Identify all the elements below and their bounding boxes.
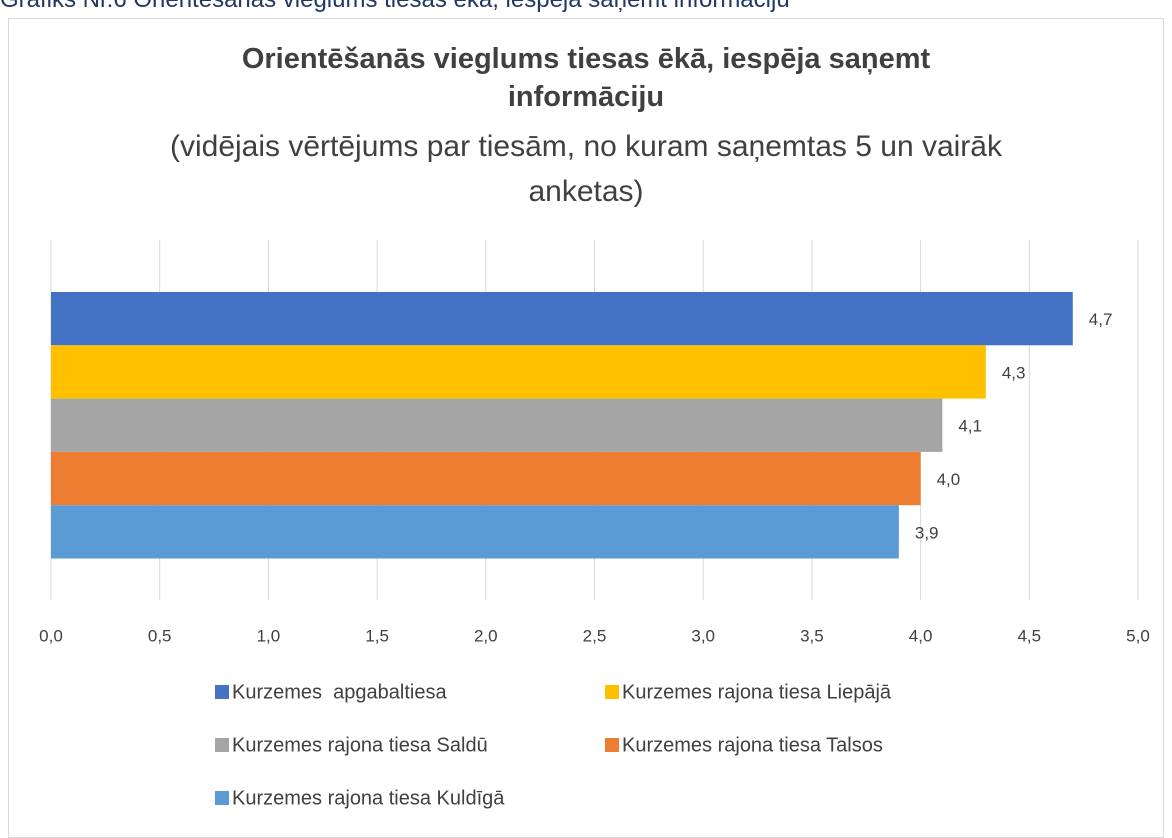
bar <box>51 398 943 452</box>
chart-subtitle: (vidējais vērtējums par tiesām, no kuram… <box>169 130 1002 208</box>
x-tick-label: 4,0 <box>909 626 933 645</box>
x-tick-label: 2,5 <box>583 626 607 645</box>
legend-swatch <box>215 685 229 699</box>
legend-swatch <box>215 791 229 805</box>
bar <box>51 345 986 399</box>
legend-label: Kurzemes rajona tiesa Saldū <box>232 734 488 756</box>
data-label: 4,3 <box>1002 363 1026 382</box>
x-tick-label: 3,5 <box>800 626 824 645</box>
data-label: 3,9 <box>915 523 939 542</box>
bar <box>51 292 1073 346</box>
legend-swatch <box>215 738 229 752</box>
x-tick-label: 5,0 <box>1126 626 1150 645</box>
legend-label: Kurzemes rajona tiesa Kuldīgā <box>232 787 505 809</box>
bar <box>51 505 899 559</box>
legend-swatch <box>605 738 619 752</box>
data-label: 4,1 <box>958 417 982 436</box>
caption: Grafiks Nr.6 Orientēšanās vieglums tiesa… <box>0 0 790 14</box>
x-tick-label: 1,5 <box>365 626 389 645</box>
x-tick-label: 3,0 <box>691 626 715 645</box>
data-label: 4,7 <box>1089 310 1113 329</box>
bar <box>51 451 921 506</box>
legend-label: Kurzemes rajona tiesa Liepājā <box>622 681 892 703</box>
legend-label: Kurzemes apgabaltiesa <box>232 681 447 703</box>
legend-label: Kurzemes rajona tiesa Talsos <box>622 734 883 756</box>
x-tick-label: 0,0 <box>39 626 63 645</box>
x-tick-label: 4,5 <box>1017 626 1041 645</box>
x-tick-label: 0,5 <box>148 626 172 645</box>
data-label: 4,0 <box>937 470 961 489</box>
x-tick-label: 2,0 <box>474 626 498 645</box>
chart-title: Orientēšanās vieglums tiesas ēkā, iespēj… <box>241 43 931 113</box>
legend-swatch <box>605 685 619 699</box>
x-tick-label: 1,0 <box>257 626 281 645</box>
